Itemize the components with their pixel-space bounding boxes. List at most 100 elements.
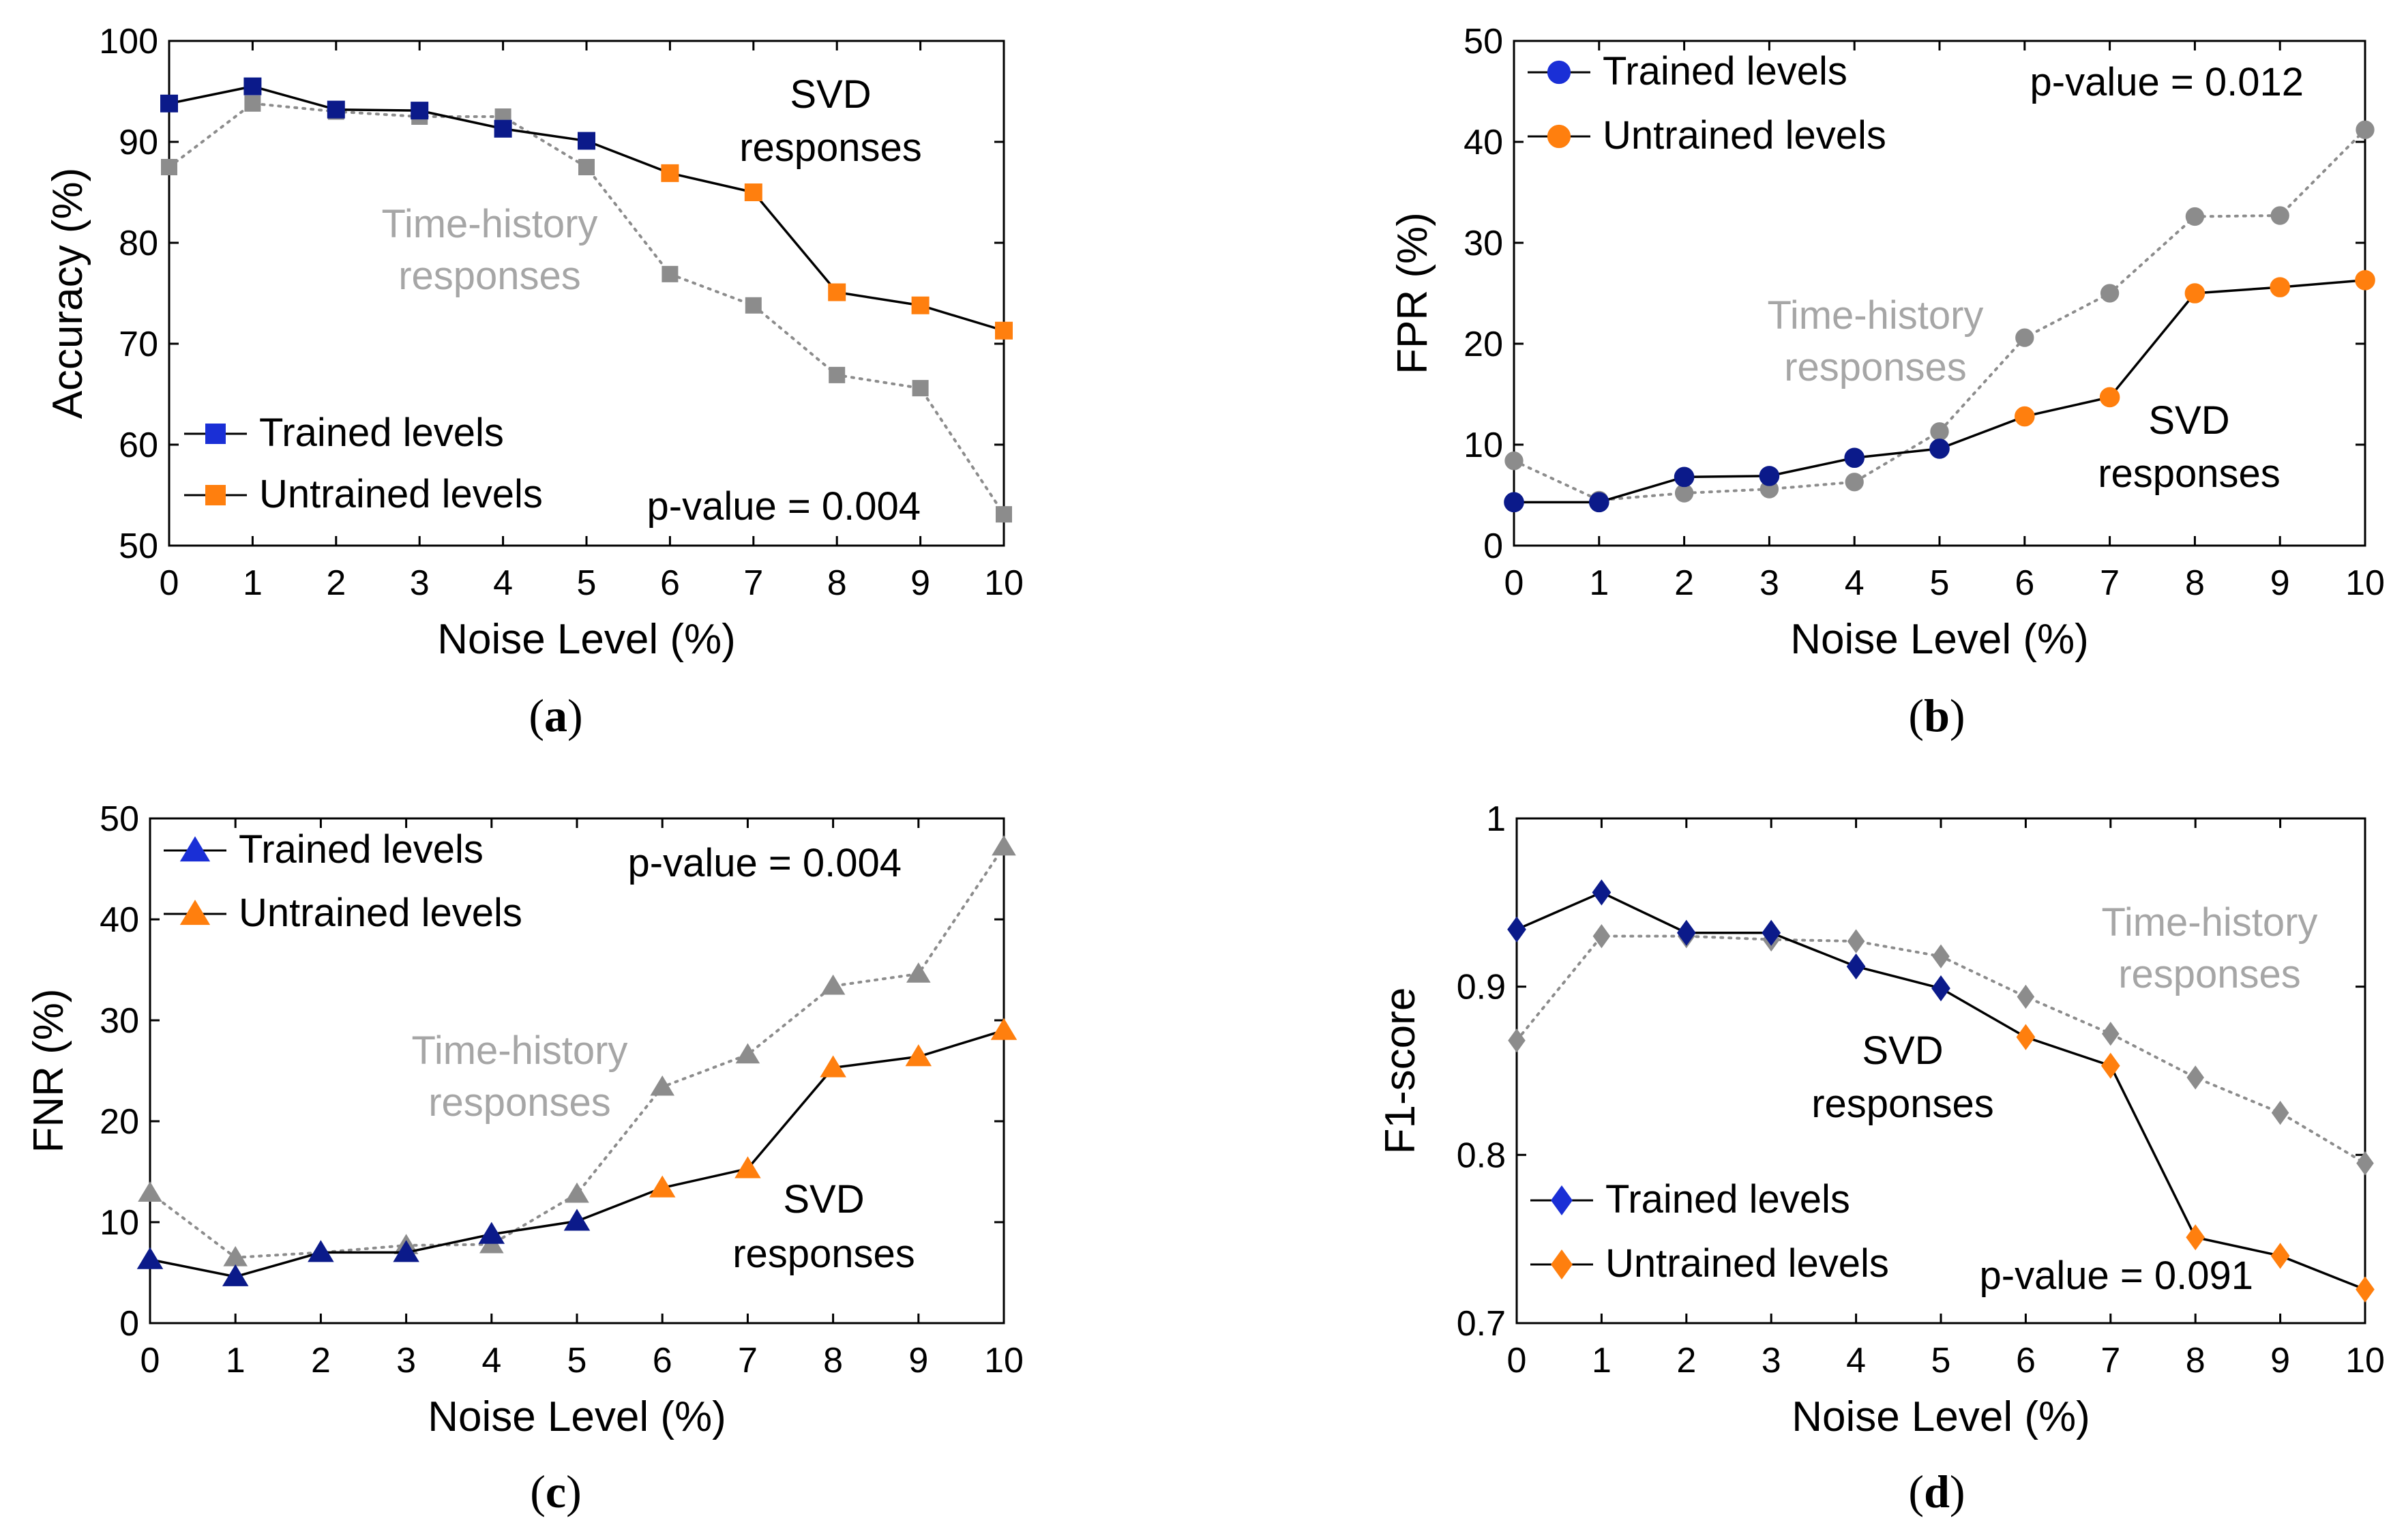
x-tick-label: 2 <box>326 563 346 603</box>
x-tick-label: 3 <box>1762 1341 1781 1380</box>
x-tick-label: 1 <box>1592 1341 1612 1380</box>
time-history-point <box>1845 473 1864 492</box>
p-value-label: p-value = 0.012 <box>2030 60 2304 104</box>
svd-untrained-point <box>828 283 846 301</box>
y-tick-label: 50 <box>119 527 158 566</box>
time-history-annotation: responses <box>428 1080 611 1125</box>
x-tick-label: 5 <box>1930 563 1950 603</box>
x-tick-label: 7 <box>2100 1341 2120 1380</box>
time-history-point <box>2356 1151 2374 1176</box>
x-tick-label: 8 <box>827 563 847 603</box>
svd-untrained-point <box>734 1156 761 1179</box>
x-tick-label: 4 <box>1845 563 1865 603</box>
x-tick-label: 9 <box>908 1341 928 1380</box>
y-tick-label: 100 <box>99 22 158 61</box>
time-history-annotation: responses <box>1784 345 1967 389</box>
svd-untrained-point <box>2099 387 2120 408</box>
y-tick-label: 50 <box>100 799 139 839</box>
time-history-point <box>161 159 177 175</box>
svd-trained-point <box>327 100 345 119</box>
x-tick-label: 3 <box>1759 563 1779 603</box>
svd-untrained-point <box>820 1055 846 1078</box>
x-axis-label: Noise Level (%) <box>437 616 736 663</box>
svd-trained-point <box>1759 466 1780 486</box>
svd-untrained-point <box>2186 1224 2206 1251</box>
time-history-series-line <box>149 845 1005 1259</box>
svd-trained-point <box>411 102 429 120</box>
svd-trained-point <box>563 1209 591 1231</box>
legend-trained-label: Trained levels <box>1603 49 1847 93</box>
x-tick-label: 0 <box>1504 563 1524 603</box>
svd-trained-point <box>1846 953 1866 980</box>
p-value-label: p-value = 0.004 <box>628 841 902 885</box>
legend-untrained-label: Untrained levels <box>1605 1241 1889 1286</box>
x-tick-label: 1 <box>243 563 263 603</box>
time-history-point <box>745 297 762 314</box>
svd-trained-point <box>1589 492 1609 513</box>
svd-untrained-point <box>2356 1276 2375 1303</box>
x-axis-label: Noise Level (%) <box>1790 616 2089 663</box>
x-tick-label: 7 <box>2100 563 2120 603</box>
chart-d: 0 1 2 3 4 5 6 7 8 9 10 0.7 0.8 0.9 1 Noise Level (%) F1-… <box>1377 799 2385 1517</box>
time-history-point <box>1932 944 1950 968</box>
x-tick-label: 10 <box>984 1341 1024 1380</box>
p-value-label: p-value = 0.004 <box>647 484 921 529</box>
svd-trained-point <box>1931 975 1950 1002</box>
time-history-point <box>820 974 846 995</box>
time-history-point <box>1592 924 1611 949</box>
y-tick-label: 1 <box>1486 799 1506 839</box>
legend-trained-marker <box>1551 1185 1573 1216</box>
svd-untrained-point <box>2270 277 2290 297</box>
x-tick-label: 7 <box>743 563 763 603</box>
svd-annotation: responses <box>1811 1082 1994 1126</box>
time-history-series-line <box>1513 128 2366 502</box>
time-history-point <box>138 1181 162 1202</box>
svd-trained-point <box>1762 919 1781 946</box>
svd-untrained-point <box>905 1044 932 1067</box>
time-history-point <box>1847 929 1865 953</box>
p-value-label: p-value = 0.091 <box>1980 1254 2253 1298</box>
x-tick-label: 4 <box>1846 1341 1866 1380</box>
svd-trained-point <box>1676 919 1696 946</box>
x-tick-label: 6 <box>653 1341 672 1380</box>
time-history-point <box>2271 1101 2289 1125</box>
time-history-annotation: Time-history <box>1768 293 1984 338</box>
x-tick-label: 3 <box>396 1341 416 1380</box>
y-tick-label: 0 <box>1483 527 1503 566</box>
x-tick-label: 1 <box>1589 563 1609 603</box>
time-history-annotation: Time-history <box>382 202 598 246</box>
y-axis-label: FPR (%) <box>1389 212 1436 374</box>
legend-untrained-marker <box>1551 1249 1573 1280</box>
x-tick-label: 9 <box>2270 563 2290 603</box>
y-tick-label: 70 <box>119 325 158 364</box>
legend-trained-label: Trained levels <box>259 411 504 455</box>
x-tick-label: 4 <box>481 1341 501 1380</box>
svd-untrained-point <box>2184 283 2206 303</box>
x-tick-label: 2 <box>1676 1341 1696 1380</box>
x-axis-label: Noise Level (%) <box>1792 1393 2090 1440</box>
x-tick-label: 8 <box>2185 563 2205 603</box>
x-tick-label: 8 <box>2186 1341 2206 1380</box>
legend-untrained-marker <box>1547 124 1571 149</box>
svd-trained-point <box>222 1264 249 1286</box>
legend-untrained-label: Untrained levels <box>259 472 543 516</box>
y-axis-label: F1-score <box>1377 988 1424 1155</box>
time-history-annotation: responses <box>398 254 581 298</box>
svd-trained-point <box>160 94 178 113</box>
legend-trained-marker <box>179 836 211 862</box>
svd-trained-point <box>393 1240 419 1262</box>
time-history-point <box>2270 206 2289 225</box>
x-tick-label: 2 <box>1674 563 1694 603</box>
x-tick-label: 9 <box>910 563 930 603</box>
x-tick-label: 10 <box>984 563 1024 603</box>
legend-untrained-label: Untrained levels <box>1603 113 1886 158</box>
time-history-point <box>2185 207 2205 226</box>
svd-annotation: responses <box>732 1232 915 1276</box>
x-tick-label: 1 <box>226 1341 246 1380</box>
time-history-point <box>565 1182 589 1203</box>
time-history-point <box>578 159 595 175</box>
svd-untrained-point <box>2270 1243 2290 1269</box>
x-tick-label: 2 <box>311 1341 331 1380</box>
chart-a: 0 1 2 3 4 5 6 7 8 9 10 50 60 70 80 90 100 Noise Level (%)… <box>44 22 1024 741</box>
svd-trained-point <box>1674 467 1695 488</box>
